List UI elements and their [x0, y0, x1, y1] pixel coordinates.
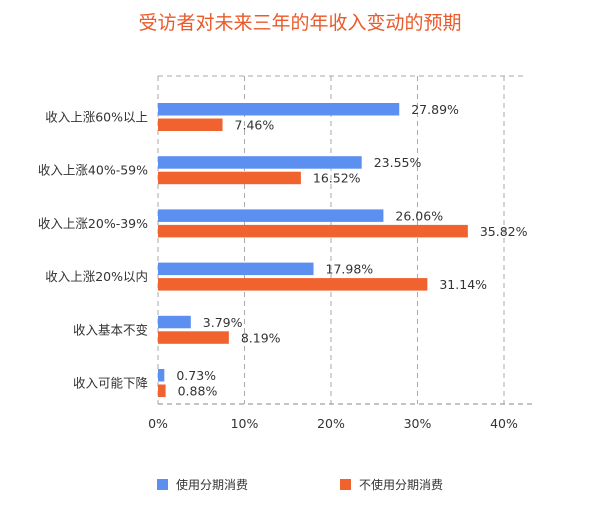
bar-s0-c1	[158, 156, 362, 169]
legend: 使用分期消费 不使用分期消费	[0, 476, 600, 496]
legend-item-series-1: 不使用分期消费	[340, 476, 443, 493]
data-label-s1-c5: 0.88%	[178, 384, 218, 399]
bar-s0-c5	[158, 369, 165, 382]
bar-s0-c3	[158, 262, 314, 276]
bar-s1-c4	[158, 331, 229, 344]
category-label-2: 收入上涨20%-39%	[38, 216, 148, 231]
bar-s0-c4	[158, 315, 191, 329]
data-label-s0-c0: 27.89%	[411, 102, 459, 117]
x-tick-label-3: 30%	[404, 416, 432, 431]
data-label-s0-c5: 0.73%	[176, 368, 216, 383]
bar-s1-c1	[158, 171, 301, 185]
bar-s1-c0	[158, 118, 223, 131]
legend-label-series-1: 不使用分期消费	[359, 478, 444, 492]
x-tick-label-0: 0%	[148, 416, 168, 431]
category-label-3: 收入上涨20%以内	[45, 269, 148, 284]
category-label-5: 收入可能下降	[73, 376, 149, 391]
data-label-s1-c0: 7.46%	[235, 118, 275, 133]
x-tick-label-1: 10%	[231, 416, 259, 431]
category-label-4: 收入基本不变	[73, 322, 148, 337]
category-label-1: 收入上涨40%-59%	[38, 163, 148, 178]
bar-s0-c2	[158, 209, 384, 222]
data-label-s1-c3: 31.14%	[439, 277, 487, 292]
data-label-s0-c2: 26.06%	[395, 208, 443, 223]
bar-s1-c5	[158, 384, 166, 397]
bar-s0-c0	[158, 103, 400, 116]
data-label-s0-c3: 17.98%	[326, 262, 374, 277]
legend-swatch-series-1	[340, 479, 351, 490]
chart-title: 受访者对未来三年的年收入变动的预期	[138, 12, 462, 34]
data-label-s0-c4: 3.79%	[203, 315, 243, 330]
legend-label-series-0: 使用分期消费	[176, 478, 249, 492]
data-label-s1-c4: 8.19%	[241, 330, 281, 345]
x-tick-label-4: 40%	[490, 416, 518, 431]
category-label-0: 收入上涨60%以上	[45, 110, 148, 125]
bar-s1-c2	[158, 224, 468, 238]
legend-item-series-0: 使用分期消费	[157, 476, 248, 493]
data-label-s0-c1: 23.55%	[374, 155, 422, 170]
legend-swatch-series-0	[157, 479, 168, 490]
data-label-s1-c1: 16.52%	[313, 171, 361, 186]
bar-s1-c3	[158, 278, 428, 291]
x-tick-label-2: 20%	[317, 416, 345, 431]
data-label-s1-c2: 35.82%	[480, 224, 528, 239]
